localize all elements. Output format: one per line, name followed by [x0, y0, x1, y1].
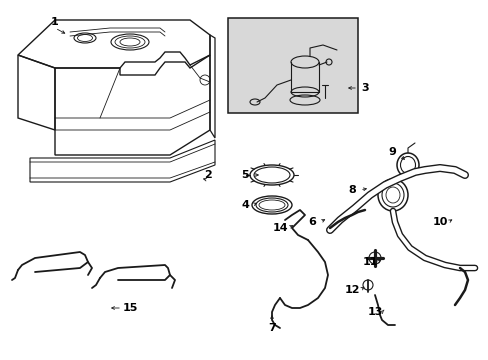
Text: 10: 10: [431, 217, 447, 227]
Text: 4: 4: [241, 200, 248, 210]
Text: 5: 5: [241, 170, 248, 180]
Text: 12: 12: [344, 285, 359, 295]
Text: 2: 2: [203, 170, 211, 180]
Text: 15: 15: [122, 303, 138, 313]
Text: 11: 11: [362, 257, 377, 267]
Text: 9: 9: [387, 147, 395, 157]
FancyBboxPatch shape: [227, 18, 357, 113]
Text: 1: 1: [51, 17, 59, 27]
Text: 13: 13: [366, 307, 382, 317]
Text: 3: 3: [361, 83, 368, 93]
Text: 14: 14: [272, 223, 287, 233]
Text: 7: 7: [267, 323, 275, 333]
Text: 6: 6: [307, 217, 315, 227]
Text: 8: 8: [347, 185, 355, 195]
